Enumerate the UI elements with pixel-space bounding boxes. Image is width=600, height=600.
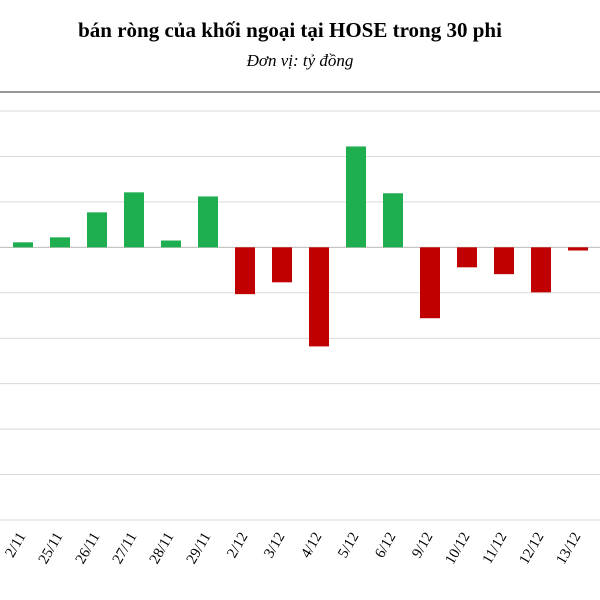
bar — [198, 196, 218, 248]
x-tick-label: 26/11 — [73, 530, 104, 567]
chart-subtitle: Đơn vị: tỷ đồng — [246, 51, 354, 70]
bar — [568, 247, 588, 251]
bar — [420, 247, 440, 319]
bar — [124, 192, 144, 248]
x-tick-label: 2/11 — [3, 530, 30, 561]
bar — [383, 193, 403, 248]
x-tick-label: 29/11 — [184, 530, 215, 567]
bar — [494, 247, 514, 275]
x-tick-label: 6/12 — [372, 530, 399, 561]
x-tick-label: 13/12 — [553, 530, 584, 568]
x-tick-label: 10/12 — [442, 530, 473, 568]
x-tick-label: 27/11 — [110, 530, 141, 567]
x-tick-label: 12/12 — [516, 530, 547, 568]
bar — [161, 240, 181, 248]
bar — [235, 247, 255, 295]
bar — [272, 247, 292, 283]
x-tick-label: 11/12 — [480, 530, 511, 567]
x-tick-label: 9/12 — [409, 530, 436, 561]
title-box — [0, 0, 600, 93]
bar — [346, 146, 366, 248]
bar — [50, 237, 70, 248]
x-tick-label: 4/12 — [298, 530, 325, 561]
bar — [531, 247, 551, 293]
x-tick-label: 2/12 — [224, 530, 251, 561]
x-tick-label: 25/11 — [36, 530, 67, 567]
bar — [457, 247, 477, 268]
x-tick-label: 3/12 — [261, 530, 288, 561]
chart-title: bán ròng của khối ngoại tại HOSE trong 3… — [78, 18, 502, 42]
x-tick-label: 5/12 — [335, 530, 362, 561]
bar — [309, 247, 329, 347]
bar — [87, 212, 107, 248]
bar — [13, 242, 33, 248]
x-tick-label: 28/11 — [147, 530, 178, 567]
